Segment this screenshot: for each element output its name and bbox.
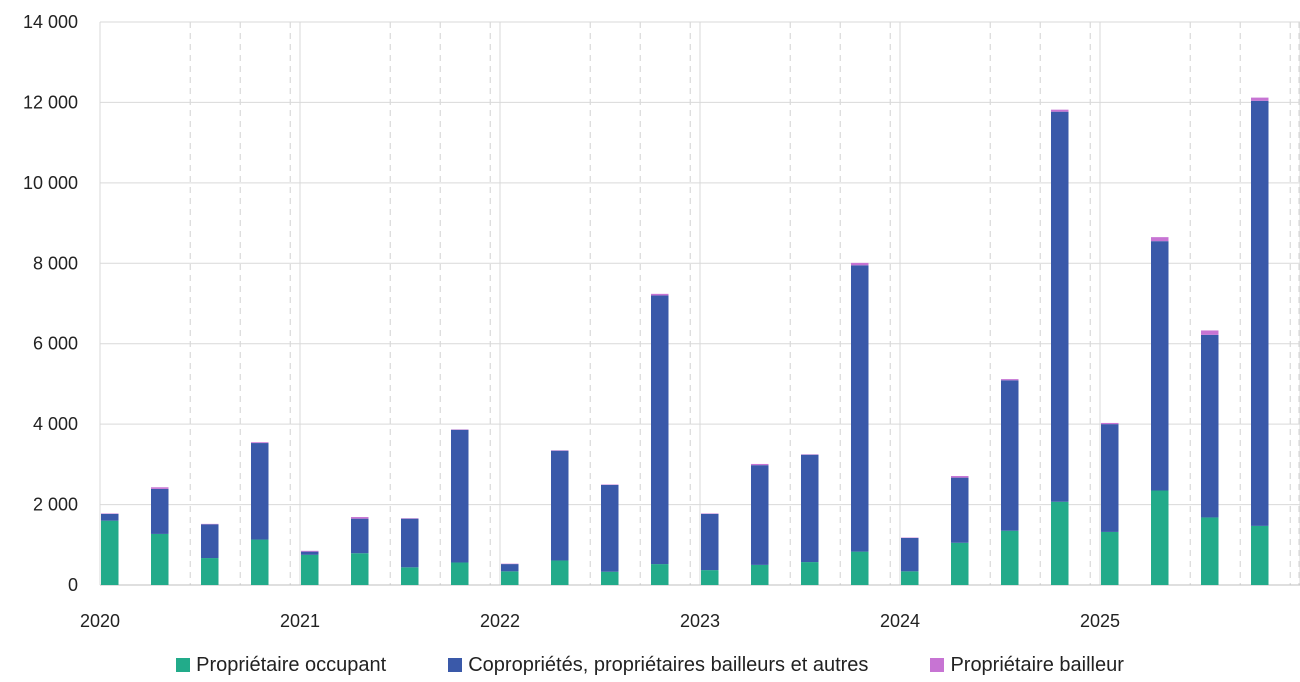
bar-segment-bailleur-2020-Q2 [151,487,169,489]
x-tick-label: 2020 [80,611,120,631]
bar-segment-occupant-2024-Q4 [1051,501,1069,585]
x-tick-label: 2024 [880,611,920,631]
bar-segment-bailleur-2021-Q1 [301,550,319,552]
bar-segment-occupant-2020-Q1 [101,520,119,585]
legend: Propriétaire occupant Copropriétés, prop… [0,648,1300,682]
bar-segment-coproprietes-2023-Q2 [751,465,769,565]
legend-label: Propriétaire bailleur [950,653,1124,676]
bar-segment-occupant-2023-Q3 [801,562,819,585]
legend-swatch-coproprietes [448,658,463,672]
bar-segment-occupant-2022-Q3 [601,571,619,585]
bar-segment-coproprietes-2020-Q3 [201,524,219,559]
bar-segment-coproprietes-2025-Q3 [1201,334,1219,518]
bar-segment-occupant-2023-Q4 [851,551,869,585]
legend-item-coproprietes: Copropriétés, propriétaires bailleurs et… [448,654,868,677]
bar-segment-occupant-2022-Q2 [551,560,569,585]
bar-segment-coproprietes-2022-Q4 [651,295,669,565]
bar-segment-coproprietes-2024-Q3 [1001,380,1019,531]
bar-segment-coproprietes-2021-Q1 [301,551,319,555]
bar-segment-coproprietes-2022-Q3 [601,484,619,572]
bar-segment-bailleur-2023-Q4 [851,262,869,266]
y-tick-label: 4 000 [33,414,78,434]
bar-segment-occupant-2020-Q4 [251,539,269,585]
bar-segment-occupant-2025-Q3 [1201,517,1219,585]
y-tick-label: 14 000 [23,12,78,32]
bar-segment-coproprietes-2021-Q2 [351,518,369,554]
bar-segment-bailleur-2025-Q4 [1251,97,1269,101]
bar-segment-bailleur-2025-Q1 [1101,422,1119,425]
bar-segment-occupant-2025-Q2 [1151,490,1169,585]
bar-segment-coproprietes-2023-Q4 [851,265,869,552]
bar-segment-bailleur-2025-Q2 [1151,237,1169,242]
legend-swatch-proprietaire-occupant [176,658,191,672]
y-tick-label: 12 000 [23,92,78,112]
legend-item-proprietaire-bailleur: Propriétaire bailleur [930,653,1124,677]
bar-segment-coproprietes-2024-Q2 [951,477,969,543]
x-tick-label: 2021 [280,611,320,631]
grid-layer [99,21,1300,586]
bar-segment-coproprietes-2025-Q4 [1251,100,1269,526]
bar-segment-occupant-2021-Q1 [301,554,319,585]
legend-label: Copropriétés, propriétaires bailleurs et… [468,653,869,676]
bar-segment-bailleur-2023-Q2 [751,463,769,466]
bar-segment-coproprietes-2021-Q4 [451,429,469,563]
bar-segment-coproprietes-2024-Q1 [901,537,919,572]
bars-layer [101,97,1269,585]
bar-segment-occupant-2023-Q1 [701,570,719,585]
bar-segment-bailleur-2020-Q4 [251,442,269,444]
bar-segment-occupant-2024-Q2 [951,542,969,585]
bar-segment-coproprietes-2024-Q4 [1051,111,1069,502]
bar-segment-occupant-2021-Q3 [401,567,419,585]
bar-segment-coproprietes-2022-Q2 [551,450,569,561]
bar-segment-coproprietes-2020-Q2 [151,488,169,534]
bar-segment-bailleur-2022-Q4 [651,293,669,296]
bar-segment-occupant-2024-Q1 [901,571,919,585]
legend-swatch-proprietaire-bailleur [930,658,945,672]
bar-segment-coproprietes-2020-Q1 [101,513,119,521]
y-tick-label: 0 [68,575,78,595]
bar-segment-occupant-2024-Q3 [1001,530,1019,585]
stacked-bar-chart: 0 2 000 4 000 6 000 8 000 10 000 12 000 14 000 2… [23,12,1300,631]
bar-segment-coproprietes-2021-Q3 [401,518,419,568]
bar-segment-coproprietes-2023-Q1 [701,513,719,571]
legend-item-proprietaire-occupant: Propriétaire occupant [176,654,386,677]
bar-segment-coproprietes-2023-Q3 [801,454,819,563]
bar-segment-occupant-2022-Q4 [651,564,669,585]
y-tick-label: 2 000 [33,495,78,515]
y-tick-label: 6 000 [33,334,78,354]
bar-segment-occupant-2022-Q1 [501,571,519,585]
legend-label: Propriétaire occupant [196,653,387,676]
bar-segment-coproprietes-2025-Q1 [1101,424,1119,532]
bar-segment-bailleur-2025-Q3 [1201,330,1219,335]
bar-segment-coproprietes-2022-Q1 [501,564,519,572]
bar-segment-coproprietes-2020-Q4 [251,443,269,540]
bar-segment-occupant-2020-Q2 [151,533,169,585]
bar-segment-occupant-2020-Q3 [201,558,219,585]
bar-segment-occupant-2025-Q4 [1251,525,1269,585]
bar-segment-bailleur-2024-Q3 [1001,379,1019,381]
y-tick-label: 10 000 [23,173,78,193]
tick-labels: 0 2 000 4 000 6 000 8 000 10 000 12 000 14 000 2… [23,12,1120,631]
bar-segment-bailleur-2024-Q2 [951,476,969,478]
bar-segment-bailleur-2024-Q4 [1051,109,1069,112]
y-tick-label: 8 000 [33,253,78,273]
x-tick-label: 2022 [480,611,520,631]
bar-segment-bailleur-2021-Q2 [351,517,369,519]
x-tick-label: 2023 [680,611,720,631]
bar-segment-occupant-2021-Q2 [351,553,369,585]
bar-segment-occupant-2025-Q1 [1101,531,1119,585]
bar-segment-occupant-2021-Q4 [451,562,469,585]
bar-segment-occupant-2023-Q2 [751,564,769,585]
x-tick-label: 2025 [1080,611,1120,631]
bar-segment-coproprietes-2025-Q2 [1151,241,1169,491]
